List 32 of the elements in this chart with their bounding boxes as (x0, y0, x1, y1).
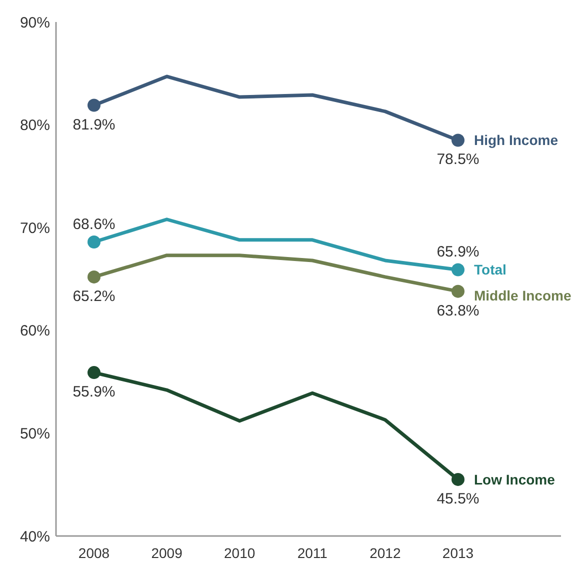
y-tick-label: 70% (20, 220, 50, 237)
point (452, 134, 464, 147)
point (88, 235, 100, 248)
x-tick-label: 2010 (224, 545, 256, 561)
x-tick-label: 2013 (442, 545, 474, 561)
y-tick-label: 40% (20, 528, 50, 546)
data-label: 65.2% (72, 288, 116, 305)
x-tick-label: 2009 (151, 545, 183, 561)
data-label: 65.9% (436, 244, 480, 261)
series-label: Low Income (474, 471, 556, 488)
point (452, 284, 464, 298)
data-label: 63.8% (436, 302, 480, 320)
series-label: Middle Income (474, 288, 572, 304)
data-label: 45.5% (436, 490, 480, 508)
y-tick-label: 50% (20, 425, 50, 442)
point (88, 270, 100, 284)
data-label: 55.9% (72, 384, 116, 401)
data-label: 68.6% (72, 216, 116, 233)
data-label: 78.5% (436, 151, 480, 168)
series-label: High Income (474, 132, 558, 148)
y-tick-label: 90% (20, 14, 50, 32)
data-label: 81.9% (72, 116, 116, 134)
x-tick-label: 2012 (370, 545, 401, 561)
x-tick-label: 2011 (297, 545, 328, 561)
y-tick-label: 80% (20, 117, 50, 134)
point (452, 472, 464, 486)
y-tick-label: 60% (20, 322, 50, 340)
point (88, 98, 100, 112)
point (452, 263, 464, 276)
x-tick-label: 2008 (78, 545, 110, 561)
series-label: Total (474, 262, 506, 278)
point (88, 366, 100, 380)
